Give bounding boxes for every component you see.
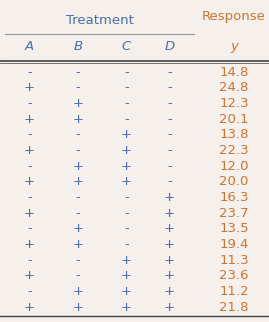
Text: -: -	[167, 81, 172, 94]
Text: +: +	[121, 285, 132, 298]
Text: 11.2: 11.2	[219, 285, 249, 298]
Text: -: -	[76, 191, 80, 204]
Text: +: +	[73, 301, 83, 314]
Text: -: -	[167, 160, 172, 173]
Text: 13.8: 13.8	[219, 128, 249, 141]
Text: 13.5: 13.5	[219, 222, 249, 235]
Text: -: -	[76, 66, 80, 79]
Text: -: -	[27, 160, 32, 173]
Text: +: +	[73, 113, 83, 126]
Text: -: -	[167, 113, 172, 126]
Text: +: +	[24, 81, 35, 94]
Text: -: -	[124, 97, 129, 110]
Text: -: -	[27, 222, 32, 235]
Text: -: -	[124, 113, 129, 126]
Text: -: -	[124, 222, 129, 235]
Text: 23.6: 23.6	[219, 269, 249, 282]
Text: -: -	[124, 207, 129, 220]
Text: -: -	[27, 285, 32, 298]
Text: +: +	[164, 301, 175, 314]
Text: -: -	[76, 128, 80, 141]
Text: 22.3: 22.3	[219, 144, 249, 157]
Text: -: -	[76, 254, 80, 267]
Text: y: y	[230, 40, 238, 53]
Text: +: +	[121, 144, 132, 157]
Text: -: -	[167, 66, 172, 79]
Text: -: -	[76, 269, 80, 282]
Text: 21.8: 21.8	[219, 301, 249, 314]
Text: 20.0: 20.0	[219, 175, 249, 188]
Text: +: +	[164, 285, 175, 298]
Text: +: +	[73, 238, 83, 251]
Text: +: +	[24, 238, 35, 251]
Text: Response: Response	[202, 10, 266, 23]
Text: +: +	[73, 222, 83, 235]
Text: -: -	[27, 97, 32, 110]
Text: -: -	[27, 254, 32, 267]
Text: +: +	[73, 285, 83, 298]
Text: Treatment: Treatment	[66, 14, 133, 27]
Text: +: +	[164, 238, 175, 251]
Text: +: +	[121, 175, 132, 188]
Text: +: +	[24, 207, 35, 220]
Text: 23.7: 23.7	[219, 207, 249, 220]
Text: -: -	[27, 191, 32, 204]
Text: +: +	[164, 269, 175, 282]
Text: 12.3: 12.3	[219, 97, 249, 110]
Text: 16.3: 16.3	[219, 191, 249, 204]
Text: -: -	[124, 191, 129, 204]
Text: 19.4: 19.4	[219, 238, 249, 251]
Text: A: A	[25, 40, 34, 53]
Text: 12.0: 12.0	[219, 160, 249, 173]
Text: +: +	[24, 113, 35, 126]
Text: -: -	[124, 81, 129, 94]
Text: -: -	[124, 66, 129, 79]
Text: +: +	[121, 254, 132, 267]
Text: -: -	[27, 66, 32, 79]
Text: +: +	[24, 301, 35, 314]
Text: -: -	[167, 175, 172, 188]
Text: +: +	[164, 207, 175, 220]
Text: +: +	[121, 301, 132, 314]
Text: -: -	[167, 97, 172, 110]
Text: +: +	[73, 175, 83, 188]
Text: B: B	[73, 40, 83, 53]
Text: +: +	[121, 160, 132, 173]
Text: -: -	[167, 128, 172, 141]
Text: -: -	[124, 238, 129, 251]
Text: +: +	[73, 97, 83, 110]
Text: +: +	[121, 128, 132, 141]
Text: 20.1: 20.1	[219, 113, 249, 126]
Text: -: -	[27, 128, 32, 141]
Text: +: +	[73, 160, 83, 173]
Text: +: +	[24, 175, 35, 188]
Text: 14.8: 14.8	[219, 66, 249, 79]
Text: +: +	[24, 144, 35, 157]
Text: +: +	[164, 191, 175, 204]
Text: +: +	[164, 254, 175, 267]
Text: -: -	[76, 144, 80, 157]
Text: C: C	[122, 40, 131, 53]
Text: +: +	[164, 222, 175, 235]
Text: +: +	[121, 269, 132, 282]
Text: -: -	[76, 81, 80, 94]
Text: 24.8: 24.8	[219, 81, 249, 94]
Text: 11.3: 11.3	[219, 254, 249, 267]
Text: D: D	[164, 40, 175, 53]
Text: +: +	[24, 269, 35, 282]
Text: -: -	[167, 144, 172, 157]
Text: -: -	[76, 207, 80, 220]
